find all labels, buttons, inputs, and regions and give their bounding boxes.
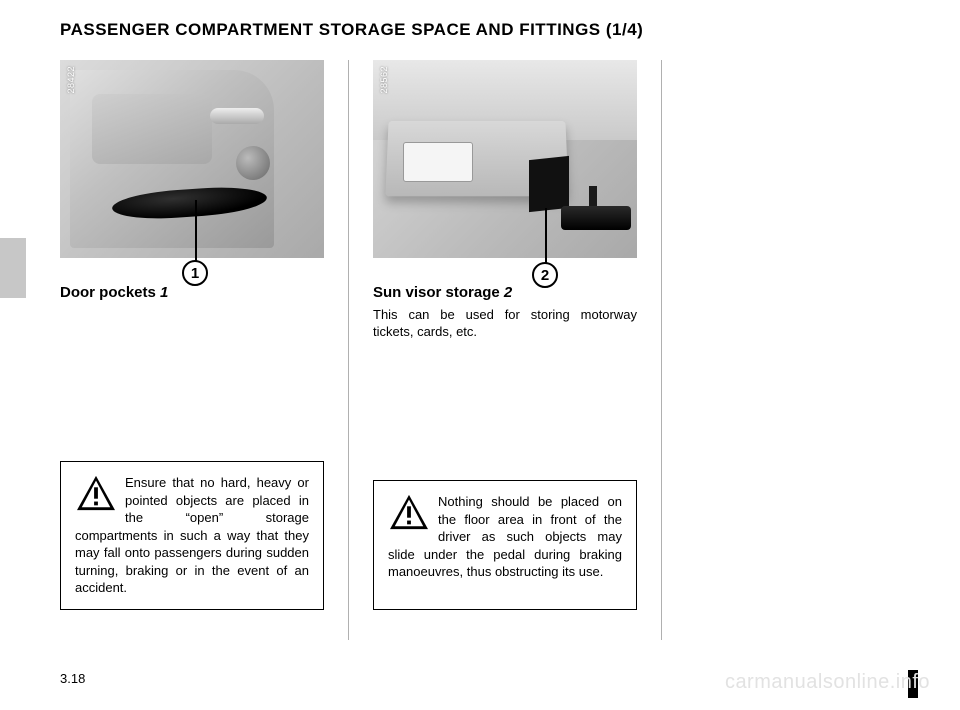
watermark-text: carmanualsonline.info	[725, 671, 930, 694]
sun-visor-heading-num: 2	[504, 284, 512, 301]
sun-visor-heading-text: Sun visor storage	[373, 284, 500, 301]
page-title-main: PASSENGER COMPARTMENT STORAGE SPACE AND …	[60, 20, 601, 39]
callout-2: 2	[532, 262, 558, 288]
sun-visor-body: This can be used for storing motorway ti…	[373, 307, 637, 341]
door-pockets-heading-text: Door pockets	[60, 284, 156, 301]
callout-1: 1	[182, 260, 208, 286]
figure-door-pocket: 28422 1	[60, 60, 324, 258]
columns-wrap: 28422 1 Door pockets 1	[60, 60, 900, 640]
figure-sun-visor: 28562 2	[373, 60, 637, 258]
page-number: 3.18	[60, 671, 85, 686]
warning-box-left: Ensure that no hard, heavy or pointed ob…	[60, 461, 324, 610]
door-pockets-heading: Door pockets 1	[60, 284, 324, 301]
column-separator-2	[661, 60, 662, 640]
page-title-fraction: (1/4)	[606, 20, 643, 39]
section-color-tab	[0, 238, 26, 298]
page-title: PASSENGER COMPARTMENT STORAGE SPACE AND …	[60, 20, 900, 40]
warning-box-right: Nothing should be placed on the floor ar…	[373, 480, 637, 610]
figure-visor-credit: 28562	[379, 66, 389, 94]
figure-door-pocket-illustration	[60, 60, 324, 258]
callout-1-leader	[195, 200, 197, 262]
figure-door-credit: 28422	[66, 66, 76, 94]
warning-icon	[388, 493, 430, 531]
callout-1-label: 1	[191, 265, 199, 282]
door-pockets-heading-num: 1	[160, 284, 168, 301]
column-right	[686, 60, 900, 640]
column-middle: 28562 2 Sun visor storage 2 This can be …	[373, 60, 637, 640]
column-separator-1	[348, 60, 349, 640]
page-root: PASSENGER COMPARTMENT STORAGE SPACE AND …	[0, 0, 960, 710]
column-left: 28422 1 Door pockets 1	[60, 60, 324, 640]
warning-icon	[75, 474, 117, 512]
figure-sun-visor-illustration	[373, 60, 637, 258]
callout-2-label: 2	[541, 267, 549, 284]
callout-2-leader	[545, 208, 547, 264]
sun-visor-heading: Sun visor storage 2	[373, 284, 637, 301]
